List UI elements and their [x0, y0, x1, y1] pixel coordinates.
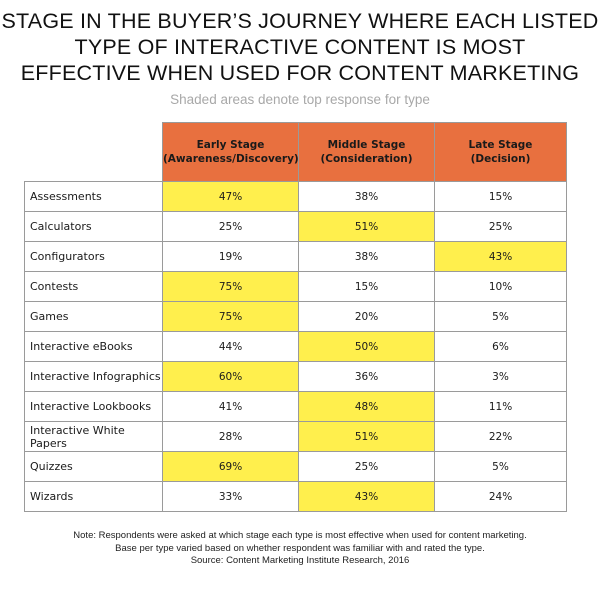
row-label: Interactive Lookbooks — [24, 391, 163, 422]
row-label: Wizards — [24, 481, 163, 512]
value-cell-late-stage: 24% — [434, 481, 567, 512]
table-row: Interactive Infographics 60% 36% 3% — [24, 361, 567, 392]
value-cell-middle-stage: 50% — [298, 331, 435, 362]
row-label: Interactive eBooks — [24, 331, 163, 362]
value-cell-early-stage: 41% — [162, 391, 299, 422]
table-row: Quizzes 69% 25% 5% — [24, 451, 567, 482]
value-cell-middle-stage: 48% — [298, 391, 435, 422]
table-row: Configurators 19% 38% 43% — [24, 241, 567, 272]
value-cell-early-stage: 28% — [162, 421, 299, 452]
table-row: Interactive eBooks 44% 50% 6% — [24, 331, 567, 362]
table-row: Games 75% 20% 5% — [24, 301, 567, 332]
value-cell-late-stage: 11% — [434, 391, 567, 422]
column-header-early-stage: Early Stage (Awareness/Discovery) — [162, 122, 299, 182]
row-label: Calculators — [24, 211, 163, 242]
value-cell-middle-stage: 25% — [298, 451, 435, 482]
column-header-middle-stage: Middle Stage (Consideration) — [298, 122, 435, 182]
table-row: Contests 75% 15% 10% — [24, 271, 567, 302]
value-cell-middle-stage: 20% — [298, 301, 435, 332]
value-cell-middle-stage: 15% — [298, 271, 435, 302]
header-row: Early Stage (Awareness/Discovery) Middle… — [24, 122, 567, 182]
column-header-line: Middle Stage — [327, 139, 406, 151]
chart-title: STAGE IN THE BUYER’S JOURNEY WHERE EACH … — [0, 8, 600, 86]
value-cell-late-stage: 5% — [434, 301, 567, 332]
value-cell-late-stage: 22% — [434, 421, 567, 452]
title-line: EFFECTIVE WHEN USED FOR CONTENT MARKETIN… — [20, 61, 580, 85]
column-header-line: Early Stage — [196, 139, 265, 151]
value-cell-early-stage: 25% — [162, 211, 299, 242]
value-cell-early-stage: 60% — [162, 361, 299, 392]
value-cell-early-stage: 19% — [162, 241, 299, 272]
data-table: Early Stage (Awareness/Discovery) Middle… — [24, 122, 567, 512]
column-header-line: Late Stage — [468, 139, 533, 151]
value-cell-middle-stage: 38% — [298, 241, 435, 272]
table-row: Wizards 33% 43% 24% — [24, 481, 567, 512]
row-label: Assessments — [24, 181, 163, 212]
table-row: Assessments 47% 38% 15% — [24, 181, 567, 212]
row-label: Quizzes — [24, 451, 163, 482]
title-line: TYPE OF INTERACTIVE CONTENT IS MOST — [74, 35, 526, 59]
value-cell-early-stage: 33% — [162, 481, 299, 512]
row-label: Contests — [24, 271, 163, 302]
table-row: Interactive White Papers 28% 51% 22% — [24, 421, 567, 452]
value-cell-middle-stage: 36% — [298, 361, 435, 392]
value-cell-late-stage: 10% — [434, 271, 567, 302]
column-header-line: (Decision) — [470, 153, 531, 165]
value-cell-late-stage: 3% — [434, 361, 567, 392]
value-cell-middle-stage: 43% — [298, 481, 435, 512]
footnote: Note: Respondents were asked at which st… — [0, 530, 600, 568]
value-cell-middle-stage: 51% — [298, 211, 435, 242]
column-header-line: (Consideration) — [320, 153, 413, 165]
value-cell-early-stage: 44% — [162, 331, 299, 362]
table-row: Calculators 25% 51% 25% — [24, 211, 567, 242]
value-cell-late-stage: 15% — [434, 181, 567, 212]
row-label: Games — [24, 301, 163, 332]
value-cell-early-stage: 47% — [162, 181, 299, 212]
footnote-line: Note: Respondents were asked at which st… — [73, 530, 527, 541]
value-cell-middle-stage: 51% — [298, 421, 435, 452]
header-corner — [24, 122, 163, 182]
value-cell-early-stage: 69% — [162, 451, 299, 482]
row-label: Interactive White Papers — [24, 421, 163, 452]
row-label: Configurators — [24, 241, 163, 272]
footnote-line: Base per type varied based on whether re… — [115, 542, 485, 554]
row-label: Interactive Infographics — [24, 361, 163, 392]
table-body: Assessments 47% 38% 15% Calculators 25% 51% 25%… — [24, 181, 567, 512]
value-cell-early-stage: 75% — [162, 301, 299, 332]
title-line: STAGE IN THE BUYER’S JOURNEY WHERE EACH … — [1, 9, 599, 33]
footnote-line: Source: Content Marketing Institute Rese… — [190, 555, 410, 566]
value-cell-late-stage: 6% — [434, 331, 567, 362]
chart-subtitle: Shaded areas denote top response for typ… — [170, 92, 430, 107]
value-cell-late-stage: 43% — [434, 241, 567, 272]
column-header-late-stage: Late Stage (Decision) — [434, 122, 567, 182]
column-header-line: (Awareness/Discovery) — [163, 153, 299, 165]
value-cell-late-stage: 25% — [434, 211, 567, 242]
value-cell-middle-stage: 38% — [298, 181, 435, 212]
value-cell-early-stage: 75% — [162, 271, 299, 302]
table-row: Interactive Lookbooks 41% 48% 11% — [24, 391, 567, 422]
value-cell-late-stage: 5% — [434, 451, 567, 482]
